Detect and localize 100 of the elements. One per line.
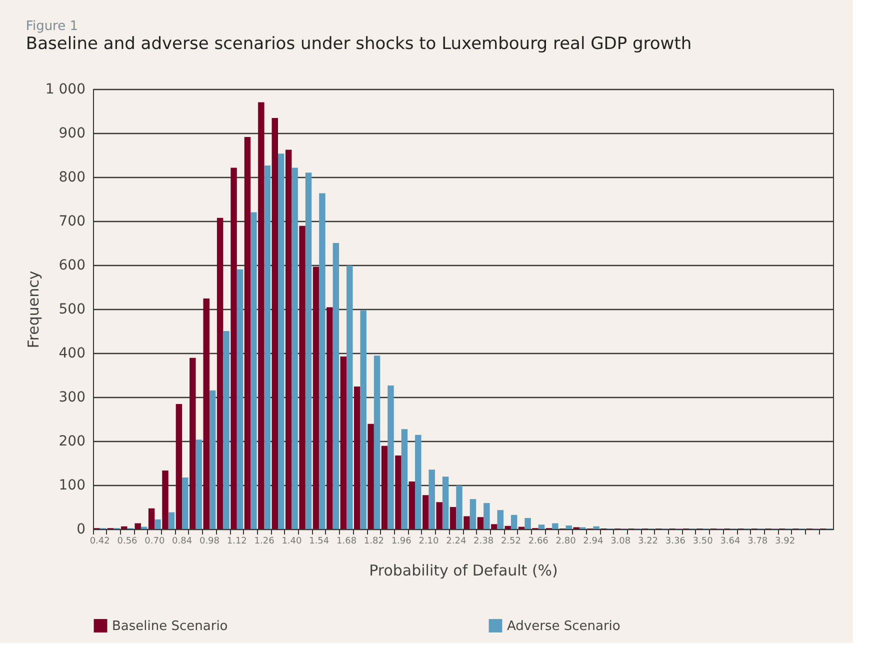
bar	[305, 172, 312, 529]
x-tick-label: 2.10	[418, 536, 440, 546]
chart-title: Figure 1	[26, 19, 78, 34]
bar	[401, 429, 408, 529]
bar	[497, 510, 504, 529]
bar	[504, 526, 511, 529]
bar	[121, 526, 128, 529]
bar	[236, 269, 244, 529]
bar	[230, 168, 237, 529]
bar	[354, 386, 360, 529]
y-tick-label: 700	[58, 214, 86, 230]
bar	[209, 390, 216, 529]
bar	[442, 476, 449, 529]
bar	[464, 516, 470, 529]
x-tick-label: 2.66	[528, 536, 549, 546]
bar	[278, 154, 284, 529]
legend-label: Baseline Scenario	[112, 618, 228, 634]
x-tick-label: 0.42	[90, 536, 110, 546]
y-tick-label: 600	[58, 258, 86, 274]
x-tick-label: 2.80	[556, 536, 576, 546]
x-tick-label: 3.36	[665, 536, 686, 546]
y-tick-label: 0	[76, 522, 86, 538]
bar	[374, 356, 380, 529]
bar	[168, 512, 175, 529]
bar	[368, 424, 374, 529]
bar	[244, 136, 251, 529]
bar	[422, 495, 429, 529]
bar	[477, 517, 484, 529]
x-tick-label: 1.68	[336, 536, 357, 546]
bar	[470, 499, 476, 529]
bar	[360, 310, 366, 529]
chart-subtitle: Baseline and adverse scenarios under shocks to Luxembourg real GDP growth	[26, 34, 692, 54]
x-tick-label: 3.50	[692, 536, 714, 546]
x-axis-title: Probability of Default (%)	[369, 562, 558, 580]
y-tick-label: 1 000	[45, 82, 86, 98]
bar	[162, 470, 168, 529]
bar	[182, 478, 188, 529]
x-tick-label: 1.12	[226, 536, 247, 546]
bar	[408, 481, 416, 529]
x-tick-label: 3.92	[775, 536, 796, 546]
y-axis-title: Frequency	[24, 270, 42, 348]
bar	[319, 193, 326, 529]
bar	[340, 356, 347, 529]
bar	[134, 523, 141, 529]
x-tick-label: 0.70	[144, 536, 165, 546]
bar	[484, 503, 490, 529]
y-tick-label: 800	[58, 170, 86, 186]
bar	[312, 266, 320, 529]
x-tick-label: 2.94	[583, 536, 604, 546]
bar	[428, 470, 435, 529]
bar	[415, 434, 422, 529]
x-tick-label: 1.40	[282, 536, 302, 546]
bar	[538, 524, 545, 529]
bar	[381, 446, 388, 529]
bar	[292, 168, 298, 529]
bar	[456, 485, 462, 529]
bar	[593, 526, 600, 529]
x-tick-label: 1.96	[391, 536, 412, 546]
y-tick-label: 400	[58, 346, 86, 362]
bar	[223, 331, 230, 529]
x-tick-label: 1.26	[254, 536, 275, 546]
bar	[436, 502, 442, 529]
y-tick-label: 200	[58, 434, 86, 450]
y-tick-label: 300	[58, 390, 86, 406]
bar	[216, 218, 224, 529]
bar	[176, 404, 182, 529]
x-tick-label: 1.54	[309, 536, 330, 546]
bar	[154, 519, 161, 529]
bar	[524, 518, 531, 529]
x-tick-label: 0.84	[172, 536, 192, 546]
bar	[250, 212, 257, 529]
bar	[272, 118, 278, 529]
bar	[190, 358, 196, 529]
y-tick-label: 100	[58, 478, 86, 494]
x-tick-label: 3.22	[638, 536, 658, 546]
bar	[491, 524, 498, 529]
x-tick-label: 2.52	[500, 536, 521, 546]
bar	[258, 102, 264, 529]
x-tick-label: 0.56	[117, 536, 138, 546]
bar	[203, 298, 210, 529]
y-tick-label: 500	[58, 302, 86, 318]
x-tick-label: 3.08	[610, 536, 631, 546]
y-tick-label: 900	[58, 126, 86, 142]
bar	[264, 166, 271, 529]
legend-label: Adverse Scenario	[507, 618, 620, 634]
bar	[552, 523, 558, 529]
x-tick-label: 0.98	[199, 536, 220, 546]
x-tick-label: 1.82	[364, 536, 384, 546]
bar	[346, 265, 353, 529]
x-tick-label: 2.38	[474, 536, 494, 546]
bar	[332, 243, 340, 529]
bar	[388, 386, 394, 529]
bar	[326, 307, 333, 529]
x-tick-label: 2.24	[446, 536, 466, 546]
bar	[510, 514, 518, 529]
bar	[450, 507, 456, 529]
bar	[285, 150, 292, 529]
bar	[148, 508, 155, 529]
bar	[566, 525, 572, 529]
bar	[395, 456, 402, 529]
